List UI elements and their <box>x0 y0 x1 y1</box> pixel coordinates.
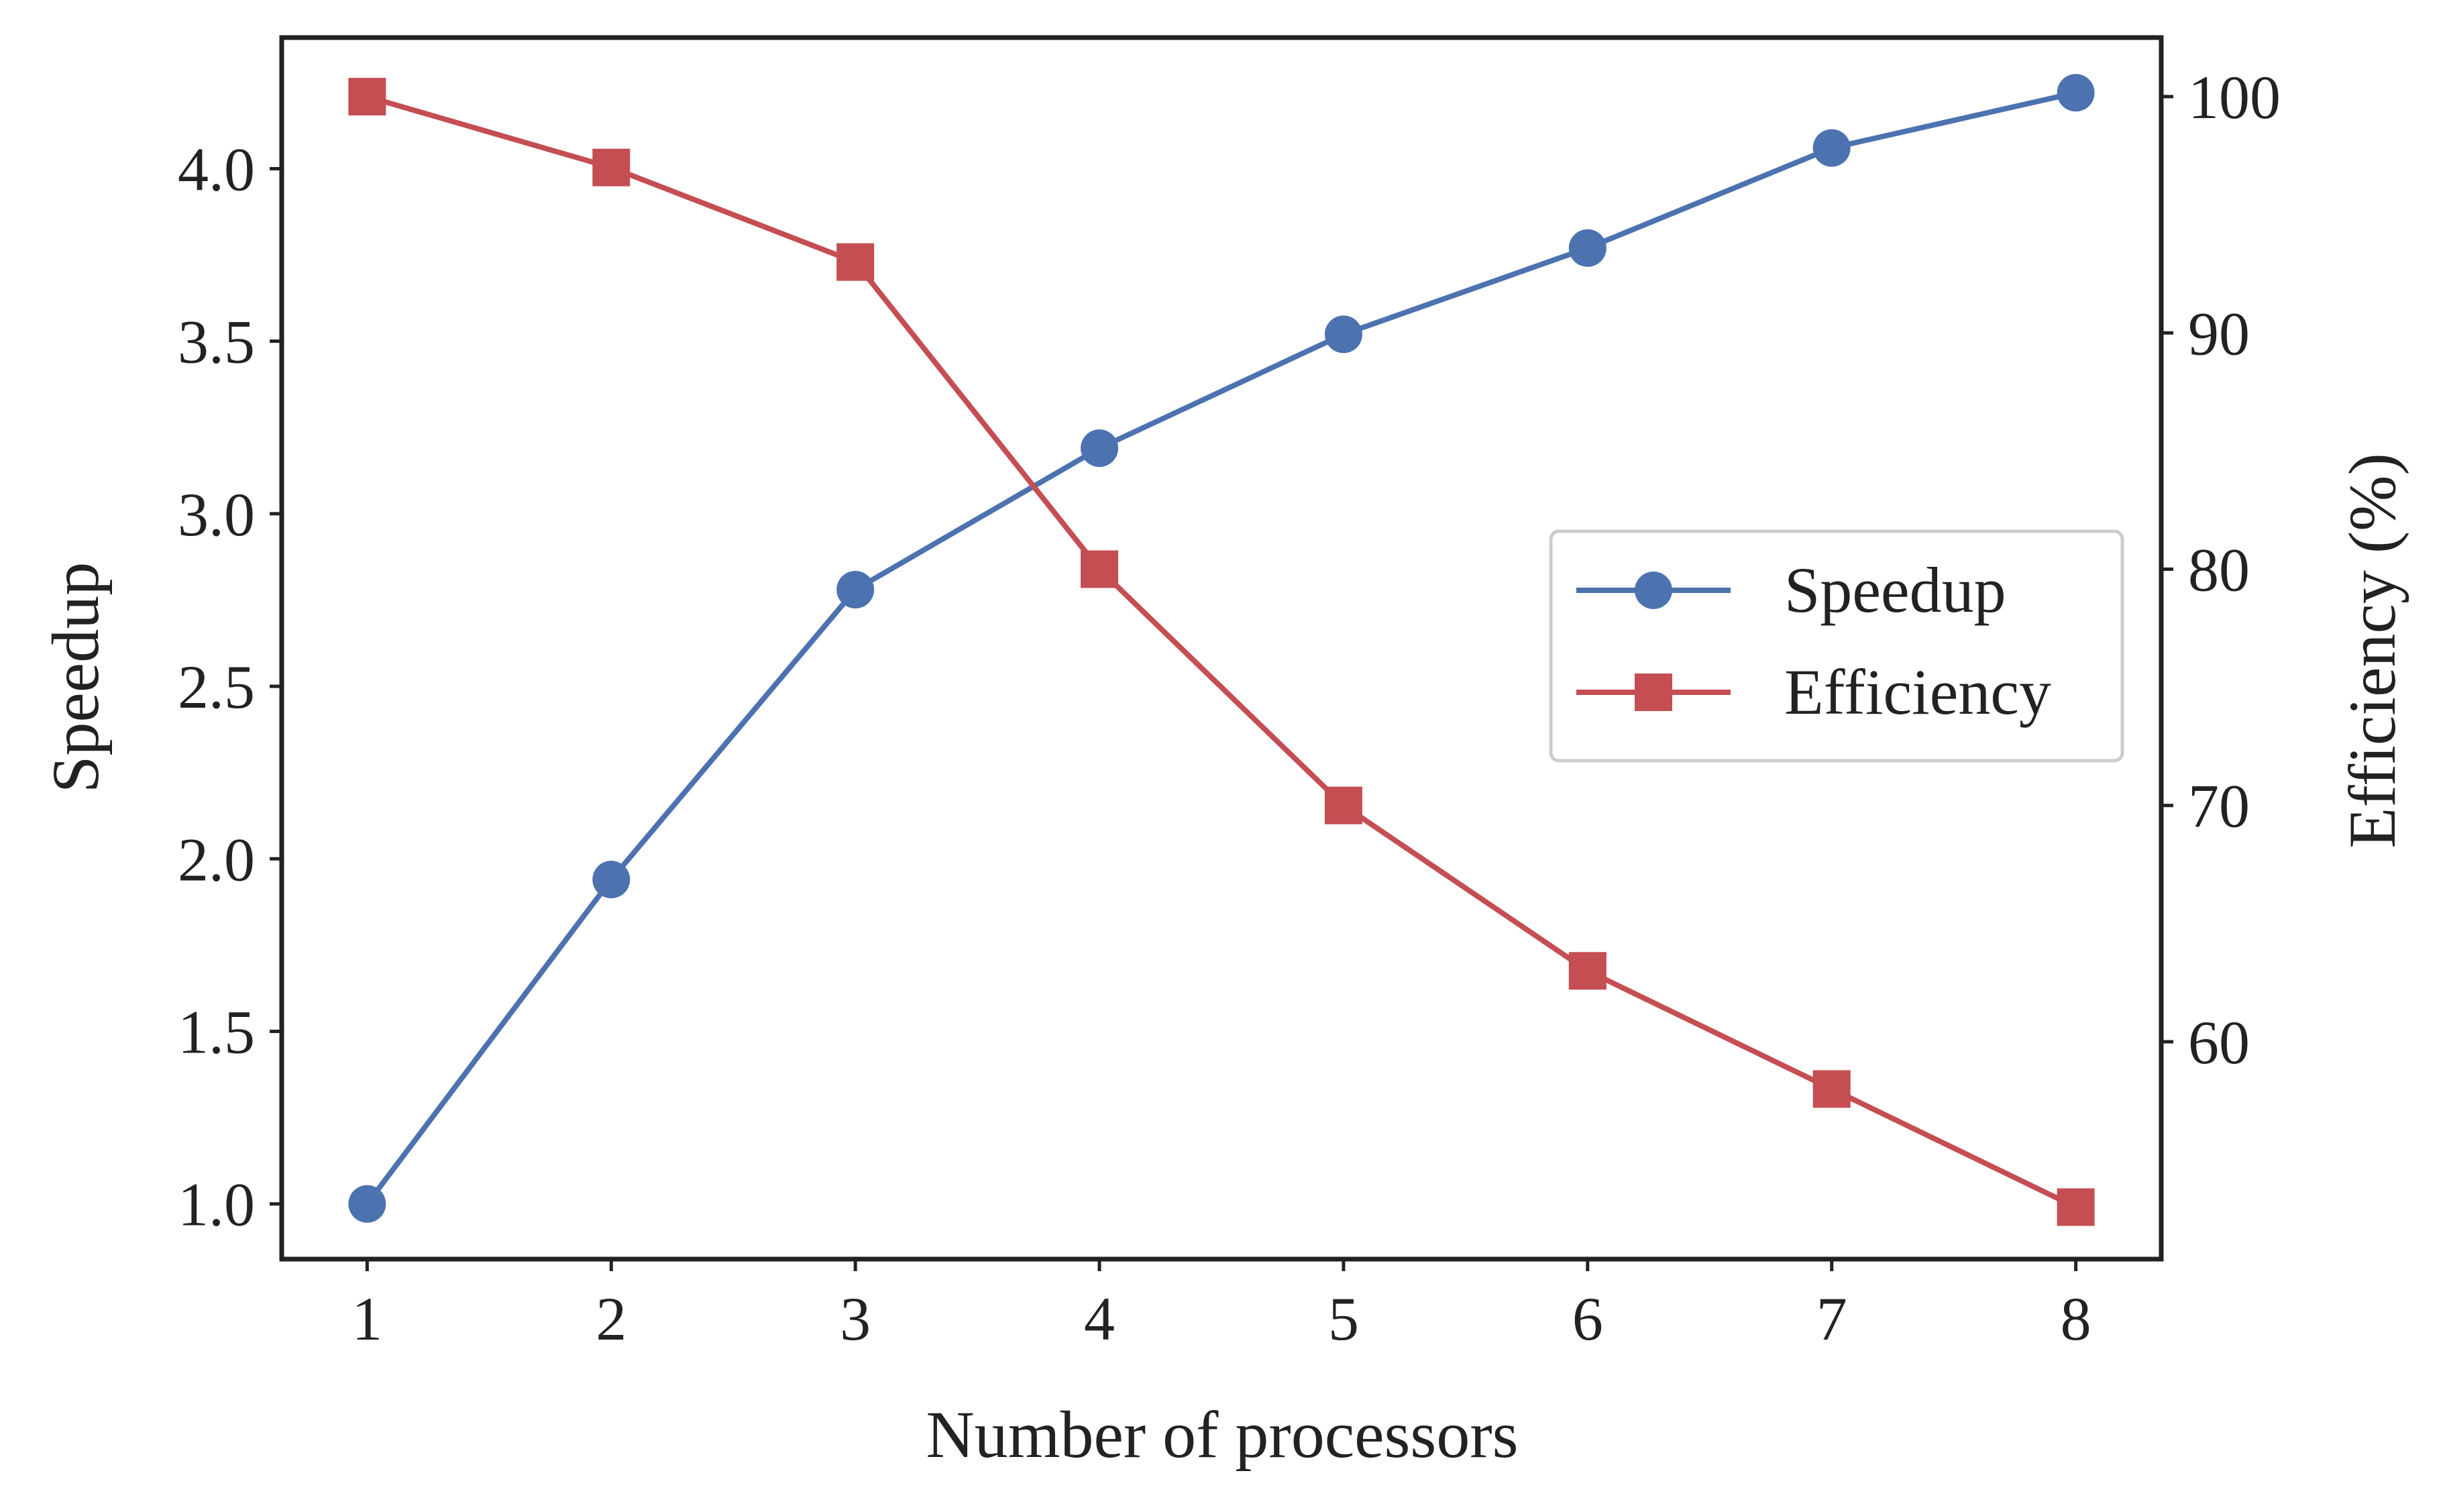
efficiency-line <box>366 94 2077 1210</box>
efficiency-point-1 <box>348 78 386 116</box>
x-tick-label-3: 3 <box>840 1285 871 1353</box>
efficiency-point-2 <box>592 148 631 186</box>
y-right-tick-label-80: 80 <box>2188 536 2250 604</box>
plot-frame <box>279 35 2164 1262</box>
legend-speedup-marker <box>1635 572 1672 609</box>
y-axis-left-title: Speedup <box>38 562 113 793</box>
speedup-point-6 <box>1568 229 1606 267</box>
efficiency-point-5 <box>1324 786 1362 824</box>
x-tick-label-1: 1 <box>351 1285 382 1353</box>
y-right-tick-label-90: 90 <box>2188 299 2250 368</box>
efficiency-point-7 <box>1812 1070 1851 1108</box>
efficiency-point-6 <box>1568 952 1606 990</box>
series-layer <box>348 74 2095 1226</box>
speedup-point-1 <box>348 1185 386 1223</box>
y-left-tick-label-2: 2.0 <box>178 825 255 894</box>
x-tick-label-6: 6 <box>1572 1285 1603 1353</box>
speedup-point-4 <box>1081 429 1119 468</box>
y-axis-right-title: Efficiency (%) <box>2335 453 2409 849</box>
x-tick-label-5: 5 <box>1328 1285 1359 1353</box>
x-tick-label-7: 7 <box>1816 1285 1847 1353</box>
y-left-tick-label-1: 1.5 <box>178 997 255 1066</box>
speedup-point-7 <box>1812 129 1851 167</box>
legend: Speedup Efficiency <box>1549 529 2124 763</box>
x-tick-label-2: 2 <box>596 1285 627 1353</box>
speedup-line <box>365 90 2077 1206</box>
efficiency-point-3 <box>836 243 875 281</box>
legend-efficiency-marker <box>1635 673 1672 711</box>
speedup-point-5 <box>1324 315 1362 354</box>
speedup-point-2 <box>592 861 631 899</box>
y-right-tick-label-70: 70 <box>2188 772 2250 841</box>
speedup-point-3 <box>836 571 875 609</box>
y-left-tick-label-6: 4.0 <box>178 135 255 203</box>
y-right-tick-label-100: 100 <box>2188 63 2281 131</box>
legend-speedup-label: Speedup <box>1784 554 2006 626</box>
plot-border <box>279 35 2164 1262</box>
y-left-tick-label-3: 2.5 <box>178 653 255 721</box>
speedup-point-8 <box>2057 74 2095 112</box>
efficiency-point-8 <box>2057 1188 2095 1226</box>
y-left-tick-label-4: 3.0 <box>178 480 255 549</box>
x-axis-title: Number of processors <box>926 1397 1518 1472</box>
axis-ticks: 1 2 3 4 5 6 7 8 1.0 1.5 2.0 2.5 3.0 3.5 4.0 60 70 80 90 100 <box>178 63 2281 1353</box>
y-left-tick-label-5: 3.5 <box>178 308 255 376</box>
legend-efficiency-label: Efficiency <box>1784 656 2051 728</box>
y-left-tick-label-0: 1.0 <box>178 1171 255 1239</box>
y-right-tick-label-60: 60 <box>2188 1008 2250 1077</box>
x-tick-label-4: 4 <box>1084 1285 1115 1353</box>
x-tick-label-8: 8 <box>2061 1285 2091 1353</box>
efficiency-point-4 <box>1081 550 1119 588</box>
